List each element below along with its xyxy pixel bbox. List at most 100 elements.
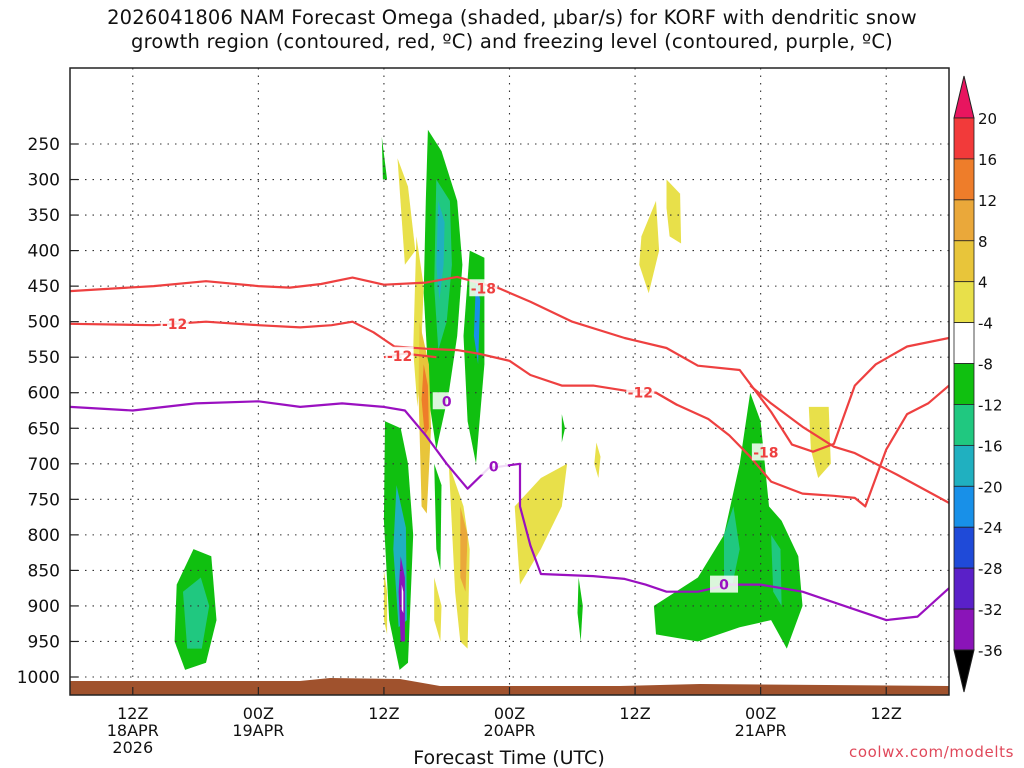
y-tick-label: 500	[28, 313, 60, 333]
x-tick-label: 2026	[112, 738, 153, 757]
colorbar-tick-label: -20	[978, 478, 1003, 496]
contour-label-bg	[469, 279, 498, 297]
x-tick-label: 19APR	[232, 721, 284, 740]
omega-shade-region	[436, 200, 445, 301]
x-tick-label: 18APR	[107, 721, 159, 740]
omega-shade-region	[183, 577, 210, 649]
colorbar-segment	[953, 444, 975, 487]
y-tick-label: 350	[28, 206, 60, 226]
x-tick-label: 00Z	[243, 704, 274, 723]
contour-label-bg	[432, 392, 461, 410]
omega-shade-region	[594, 442, 601, 478]
y-tick-label: 800	[28, 526, 60, 546]
colorbar-segment	[953, 363, 975, 405]
omega-shade-region	[421, 364, 429, 436]
y-tick-label: 700	[28, 455, 60, 475]
omega-shade-region	[473, 279, 481, 365]
contour-label-bg	[479, 457, 508, 475]
colorbar-tick-label: -16	[978, 437, 1003, 455]
colorbar: 20 16 12 8 4 -4 -8 -12 -16 -20 -24 -28 -32 -36	[953, 75, 1003, 693]
contour-label: 0	[489, 460, 499, 476]
x-tick-label: 00Z	[494, 704, 525, 723]
colorbar-segment	[953, 240, 975, 283]
colorbar-tick-label: -28	[978, 560, 1003, 578]
colorbar-segment	[953, 608, 975, 651]
colorbar-tick-label: -8	[978, 356, 993, 374]
omega-shade-region	[666, 179, 682, 244]
chart-title-line-1: 2026041806 NAM Forecast Omega (shaded, μ…	[107, 6, 917, 29]
colorbar-tick-label: -4	[978, 315, 993, 333]
dendritic-contour	[749, 384, 949, 504]
colorbar-segment	[953, 158, 975, 201]
source-credit: coolwx.com/modelts	[849, 743, 1014, 761]
colorbar-top-arrow	[953, 75, 975, 119]
y-axis: 250 300 350 400 450 500 550 600 650 700 750 800 850 9…	[17, 135, 78, 688]
x-tick-label: 12Z	[368, 704, 399, 723]
omega-shade-region	[397, 158, 416, 265]
contour-label-bg	[751, 443, 780, 461]
y-tick-label: 300	[28, 171, 60, 191]
x-tick-label: 12Z	[871, 704, 902, 723]
omega-shade-region	[448, 463, 470, 649]
colorbar-tick-label: -12	[978, 396, 1003, 414]
omega-shade-region	[434, 577, 442, 642]
chart-title-line-2: growth region (contoured, red, ºC) and f…	[131, 30, 893, 53]
contour-label: 0	[719, 578, 729, 594]
colorbar-segment	[953, 322, 975, 364]
omega-shade-region	[724, 506, 740, 585]
colorbar-tick-label: -36	[978, 642, 1003, 660]
colorbar-segment	[953, 199, 975, 242]
contour-label: -18	[471, 281, 496, 297]
colorbar-tick-label: -32	[978, 601, 1003, 619]
ground-surface	[70, 678, 949, 695]
colorbar-tick-label: 12	[978, 192, 997, 210]
contour-label: -18	[753, 445, 778, 461]
y-tick-label: 250	[28, 135, 60, 155]
colorbar-tick-label: 4	[978, 274, 988, 292]
omega-shade-region	[514, 463, 568, 585]
omega-shade-region	[460, 506, 468, 592]
x-tick-label: 12Z	[117, 704, 148, 723]
terrain-band	[70, 678, 949, 695]
y-tick-label: 850	[28, 561, 60, 581]
omega-shade-region	[577, 577, 583, 642]
omega-shading	[174, 129, 831, 670]
contour-label: -12	[162, 317, 187, 333]
omega-shade-region	[413, 236, 424, 407]
chart-title: 2026041806 NAM Forecast Omega (shaded, μ…	[0, 6, 1024, 54]
dendritic-contour	[70, 320, 949, 508]
colorbar-segment	[953, 485, 975, 528]
y-tick-label: 600	[28, 384, 60, 404]
y-tick-label: 650	[28, 419, 60, 439]
colorbar-tick-label: 8	[978, 233, 988, 251]
y-tick-label: 750	[28, 490, 60, 510]
colorbar-segment	[953, 526, 975, 569]
omega-shade-region	[561, 414, 565, 443]
omega-shade-region	[401, 584, 404, 613]
contour-label-bg	[710, 575, 739, 593]
freezing-level-contour	[70, 400, 949, 622]
omega-shade-region	[808, 406, 831, 478]
omega-shade-region	[653, 392, 803, 649]
y-tick-label: 400	[28, 242, 60, 262]
colorbar-segment	[953, 117, 975, 160]
colorbar-tick-label: -24	[978, 519, 1003, 537]
omega-shade-region	[639, 200, 660, 294]
omega-shade-region	[381, 136, 388, 180]
omega-shade-region	[383, 570, 388, 635]
contour-label: 0	[442, 394, 452, 410]
y-tick-label: 1000	[17, 668, 60, 688]
x-axis-label: Forecast Time (UTC)	[413, 747, 604, 768]
contour-label: -12	[628, 386, 653, 402]
y-tick-label: 450	[28, 277, 60, 297]
colorbar-segment	[953, 567, 975, 610]
x-tick-label: 20APR	[483, 721, 535, 740]
contours	[70, 275, 949, 622]
contour-label-bg	[626, 383, 655, 401]
dendritic-contour	[70, 275, 949, 453]
contour-label-bg	[160, 314, 189, 332]
x-tick-label: 12Z	[619, 704, 650, 723]
colorbar-segment	[953, 281, 975, 324]
